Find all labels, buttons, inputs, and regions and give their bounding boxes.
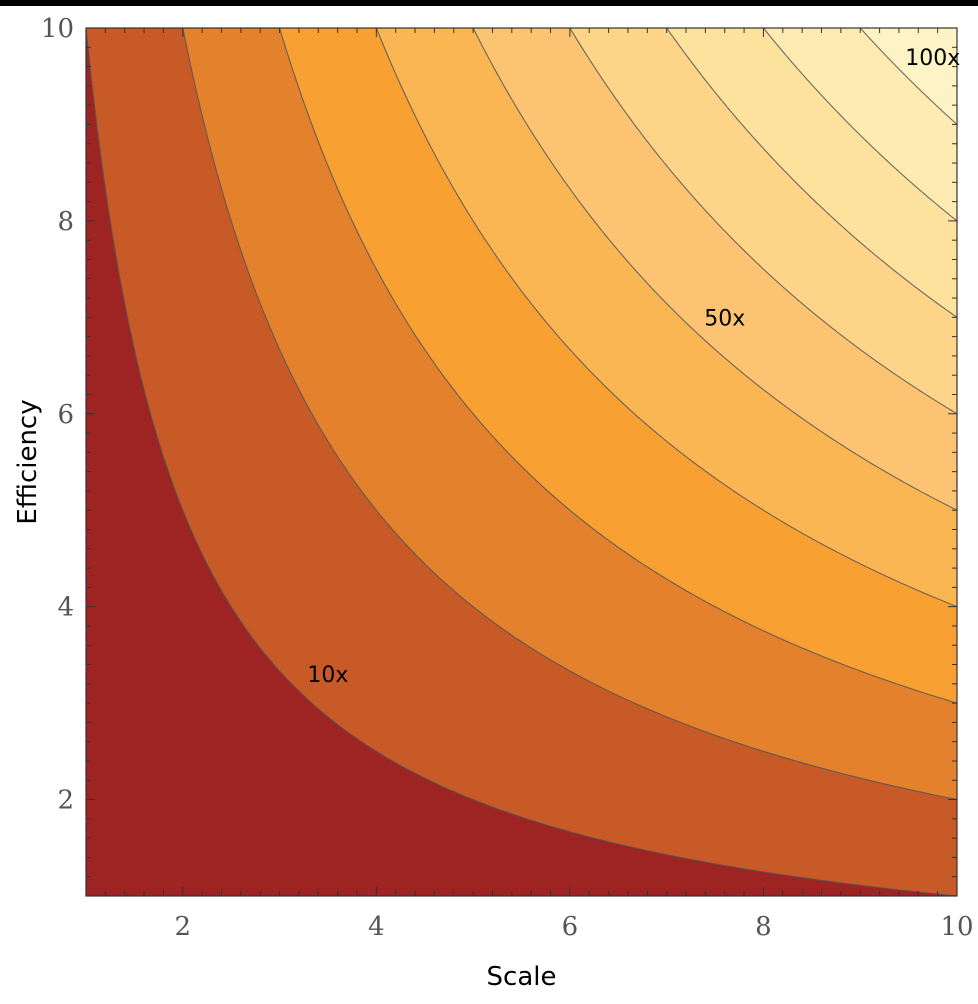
contour-line-60 <box>569 28 957 415</box>
y-tick-label: 8 <box>57 207 74 237</box>
top-border <box>0 0 978 6</box>
y-axis-title: Efficiency <box>13 399 43 524</box>
contour-line-90 <box>859 28 957 125</box>
y-tick-label: 2 <box>57 786 74 816</box>
x-tick-label: 8 <box>755 912 772 942</box>
contour-label-100x: 100x <box>905 46 960 71</box>
x-axis-title: Scale <box>487 962 557 992</box>
contour-label-50x: 50x <box>704 306 745 331</box>
contour-label-10x: 10x <box>307 663 348 688</box>
contour-bands <box>86 28 957 896</box>
y-tick-label: 10 <box>41 14 74 44</box>
contour-line-70 <box>666 28 957 318</box>
axis-ticks <box>85 27 958 897</box>
contour-lines <box>86 28 957 896</box>
contour-line-80 <box>763 28 957 222</box>
contour-line-30 <box>279 28 957 704</box>
contour-line-10 <box>86 28 957 896</box>
x-tick-label: 6 <box>562 912 579 942</box>
x-tick-label: 4 <box>368 912 385 942</box>
contour-annotations: 10x 50x 100x <box>307 46 960 688</box>
contour-line-40 <box>375 28 957 608</box>
contour-band-9 <box>860 28 957 125</box>
tick-labels: 2 4 6 8 10 2 4 6 8 10 <box>41 14 974 942</box>
y-tick-label: 4 <box>57 593 74 623</box>
plot-frame <box>85 27 958 897</box>
contour-line-20 <box>182 28 957 801</box>
x-tick-label: 10 <box>940 912 973 942</box>
y-tick-label: 6 <box>57 400 74 430</box>
x-tick-label: 2 <box>175 912 192 942</box>
contour-line-50 <box>472 28 957 511</box>
